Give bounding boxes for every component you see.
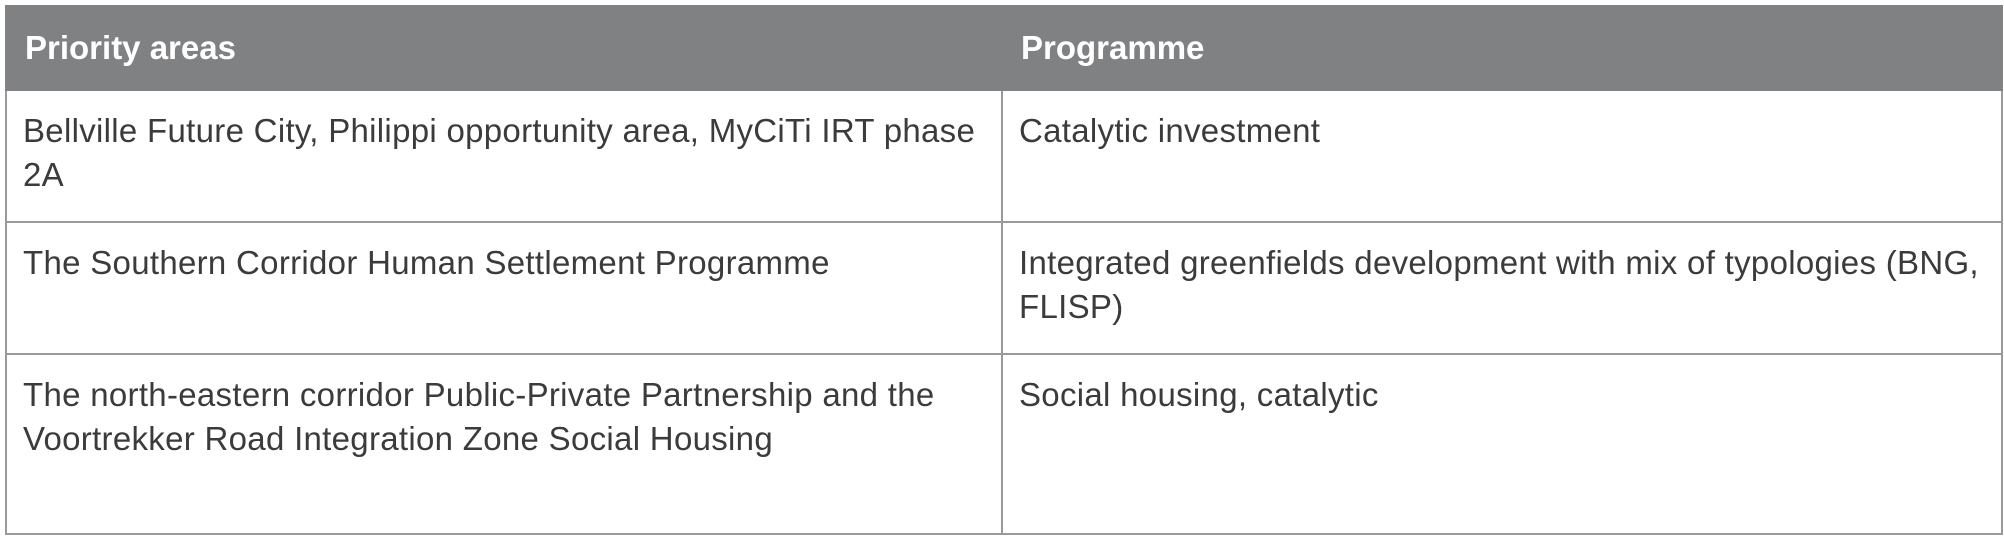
programme-cell: Integrated greenfields development with …: [1001, 221, 2003, 355]
priority-area-cell: Bellville Future City, Philippi opportun…: [5, 89, 1003, 223]
table-header-row: Priority areas Programme: [5, 5, 2003, 91]
column-header-priority-areas: Priority areas: [5, 5, 1003, 91]
table-header: Priority areas Programme: [5, 5, 2003, 91]
priority-areas-table-container: Priority areas Programme Bellville Futur…: [5, 5, 2003, 535]
table-body: Bellville Future City, Philippi opportun…: [5, 89, 2003, 535]
table-row: Bellville Future City, Philippi opportun…: [5, 89, 2003, 223]
programme-cell: Social housing, catalytic: [1001, 353, 2003, 535]
column-header-programme: Programme: [1001, 5, 2003, 91]
table-row: The Southern Corridor Human Settlement P…: [5, 221, 2003, 355]
programme-cell: Catalytic investment: [1001, 89, 2003, 223]
priority-area-cell: The Southern Corridor Human Settlement P…: [5, 221, 1003, 355]
priority-area-cell: The north-eastern corridor Public-Privat…: [5, 353, 1003, 535]
table-row: The north-eastern corridor Public-Privat…: [5, 353, 2003, 535]
priority-areas-table: Priority areas Programme Bellville Futur…: [5, 5, 2003, 535]
